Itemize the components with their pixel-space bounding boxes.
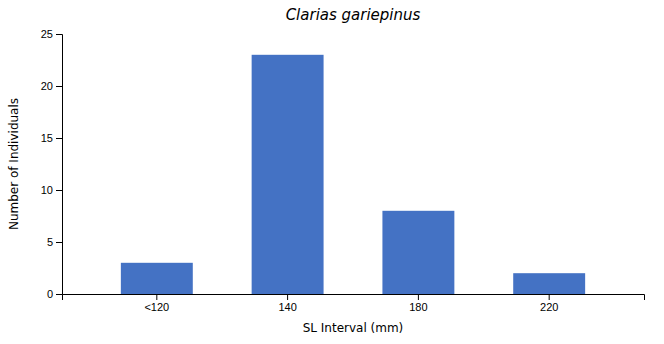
bar <box>121 263 193 294</box>
tick-mark <box>56 242 62 243</box>
tick-mark <box>287 294 288 300</box>
plot: <120 140 180 220 0 5 10 15 20 25 <box>41 28 645 313</box>
tick: 140 <box>278 294 296 313</box>
chart: <120 140 180 220 0 5 10 15 20 25 Clarias gariepinu… <box>0 0 664 344</box>
tick-label: 140 <box>278 301 296 313</box>
axis-line <box>63 295 645 301</box>
tick: 25 <box>41 28 62 40</box>
tick: 220 <box>540 294 558 313</box>
y-axis-title: Number of Individuals <box>7 98 21 230</box>
tick-label: <120 <box>144 301 169 313</box>
tick-mark <box>56 138 62 139</box>
x-axis-title: SL Interval (mm) <box>303 321 404 335</box>
tick-label: 15 <box>41 132 53 144</box>
tick-mark <box>56 294 62 295</box>
axis-line <box>56 35 63 295</box>
tick-label: 25 <box>41 28 53 40</box>
tick: 180 <box>409 294 427 313</box>
tick-mark <box>549 294 550 300</box>
tick-mark <box>56 34 62 35</box>
tick-label: 220 <box>540 301 558 313</box>
tick: 10 <box>41 184 62 196</box>
tick-label: 5 <box>47 236 53 248</box>
title: Clarias gariepinus <box>286 6 421 24</box>
tick: 5 <box>47 236 62 248</box>
tick: 15 <box>41 132 62 144</box>
bar <box>252 55 324 294</box>
y-axis: 0 5 10 15 20 25 <box>41 28 63 300</box>
tick-label: 180 <box>409 301 427 313</box>
tick: <120 <box>144 294 169 313</box>
tick: 20 <box>41 80 62 92</box>
bar <box>382 211 454 294</box>
x-axis: <120 140 180 220 <box>63 294 645 313</box>
tick-label: 0 <box>47 288 53 300</box>
bar <box>513 273 585 294</box>
tick-label: 20 <box>41 80 53 92</box>
tick-mark <box>156 294 157 300</box>
tick: 0 <box>47 288 62 300</box>
tick-mark <box>418 294 419 300</box>
bars <box>121 55 585 294</box>
tick-mark <box>56 190 62 191</box>
tick-label: 10 <box>41 184 53 196</box>
tick-mark <box>56 86 62 87</box>
